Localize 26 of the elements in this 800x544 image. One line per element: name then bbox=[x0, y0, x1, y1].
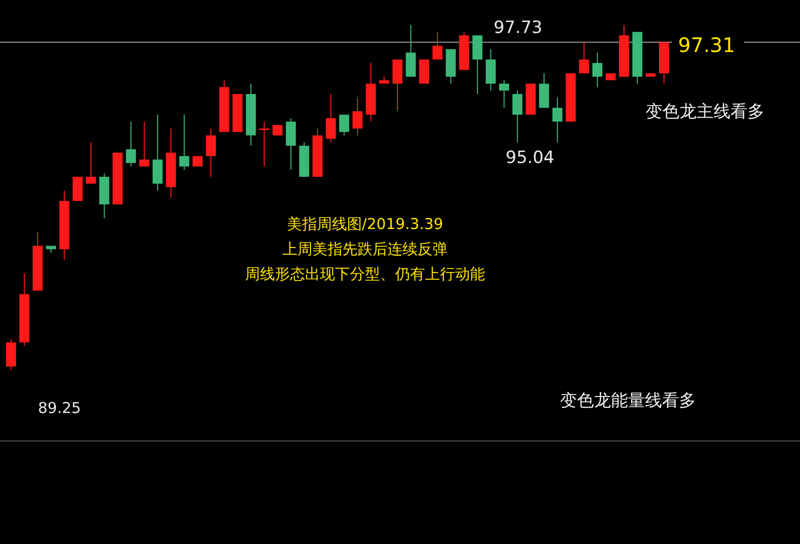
candlestick bbox=[206, 128, 216, 178]
candlestick bbox=[339, 114, 350, 136]
annotation: 95.04 bbox=[506, 148, 554, 168]
text: 89.25 bbox=[38, 399, 81, 417]
candlestick bbox=[126, 121, 136, 167]
candlestick bbox=[552, 96, 562, 143]
text: 变色龙能量线看多 bbox=[560, 391, 696, 411]
candlestick bbox=[352, 96, 362, 136]
candlestick bbox=[432, 31, 442, 60]
candlestick bbox=[259, 121, 270, 167]
candlestick bbox=[512, 90, 522, 143]
annotation: 变色龙主线看多 bbox=[646, 102, 764, 122]
candlestick bbox=[86, 142, 96, 184]
candlestick bbox=[179, 114, 190, 170]
candlestick bbox=[499, 80, 510, 108]
candlestick bbox=[326, 94, 336, 143]
candlestick bbox=[192, 156, 203, 167]
candlestick bbox=[272, 124, 283, 136]
candlestick bbox=[592, 52, 602, 88]
annotation: 上周美指先跌后连续反弹 bbox=[282, 240, 448, 258]
annotation: 97.73 bbox=[494, 18, 542, 38]
candlestick bbox=[579, 42, 590, 74]
text: 97.31 bbox=[678, 33, 736, 57]
annotation: 周线形态出现下分型、仍有上行动能 bbox=[245, 265, 485, 283]
candlestick bbox=[139, 121, 150, 167]
text: 美指周线图/2019.3.39 bbox=[286, 215, 444, 233]
